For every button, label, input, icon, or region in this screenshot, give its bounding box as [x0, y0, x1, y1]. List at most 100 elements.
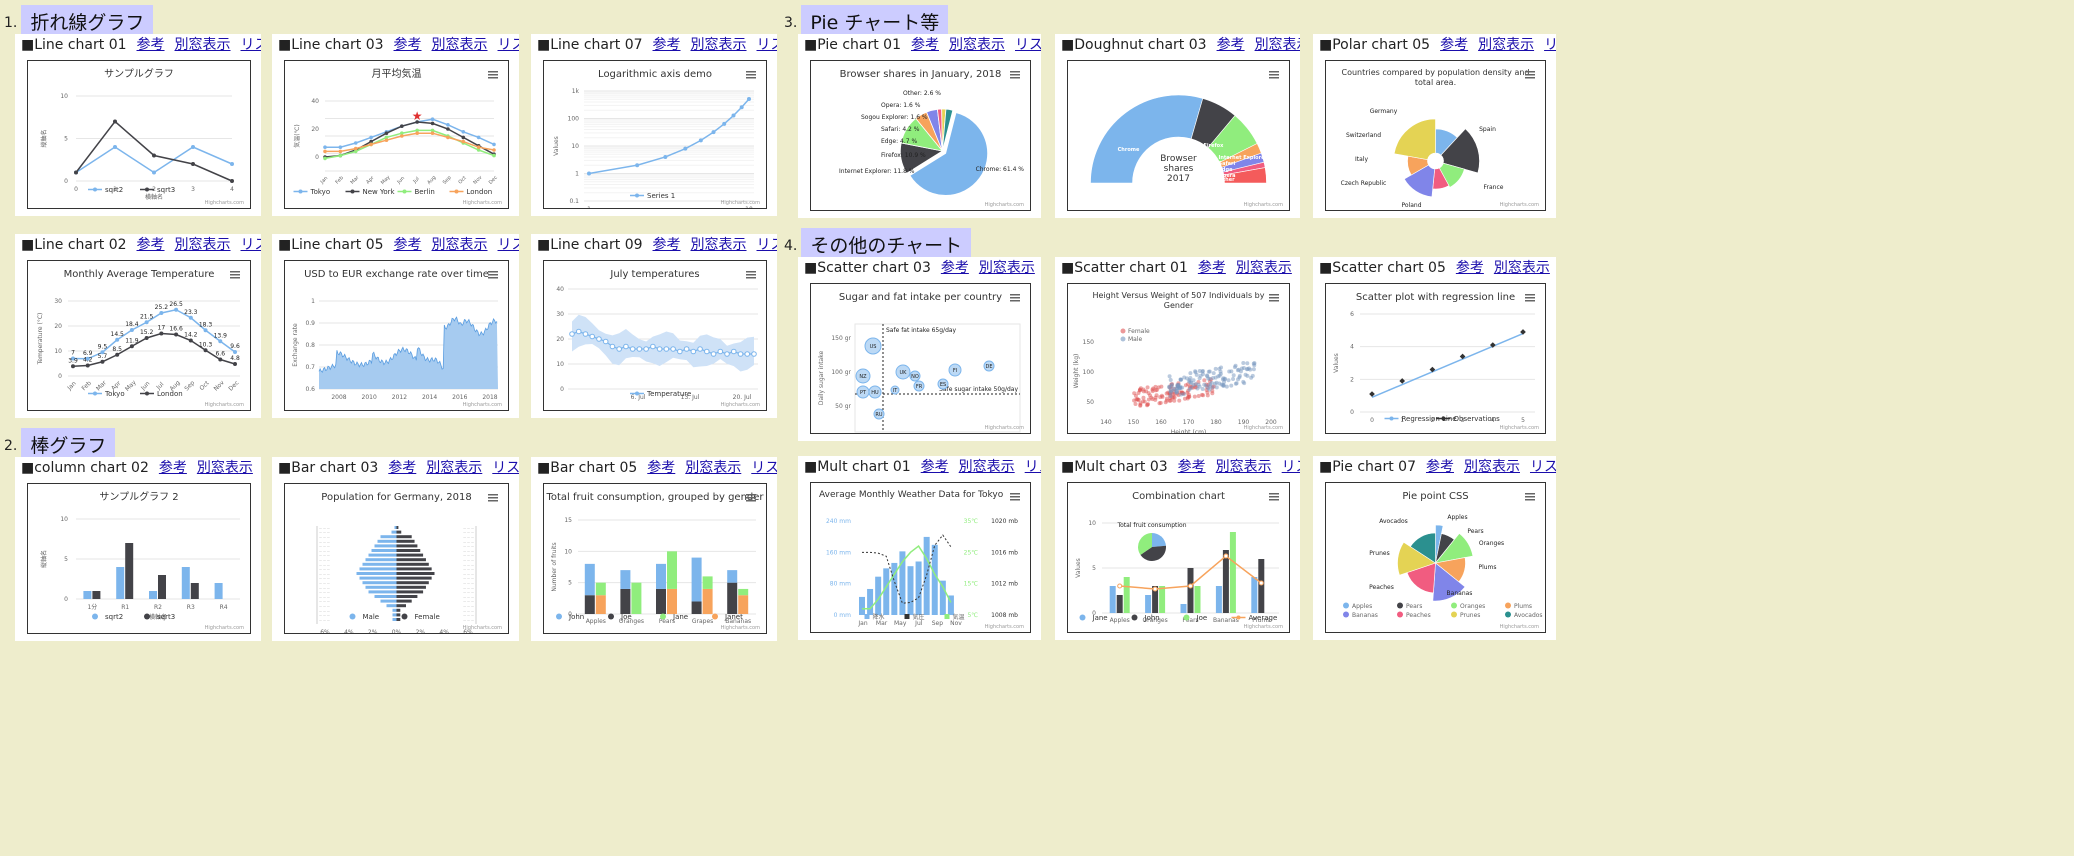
ref-link[interactable]: 参考 — [1440, 37, 1469, 53]
open-window-link[interactable]: 別窓表示 — [1235, 260, 1292, 276]
menu-icon[interactable] — [230, 271, 240, 279]
list-link[interactable]: リスト — [1544, 37, 1556, 53]
ref-link[interactable]: 参考 — [1216, 37, 1245, 53]
menu-icon[interactable] — [1010, 71, 1020, 79]
menu-icon[interactable] — [1010, 493, 1020, 501]
data-point — [616, 346, 622, 352]
open-window-link[interactable]: 別窓表示 — [1493, 260, 1550, 276]
list-link[interactable]: リスト — [1281, 459, 1300, 475]
ref-link[interactable]: 参考 — [647, 460, 676, 476]
chart-text: 2018 — [482, 394, 497, 401]
list-link[interactable]: リスト — [497, 37, 519, 53]
chart-title: サンプルグラフ 2 — [99, 490, 178, 503]
card-name: ■Bar chart 05 — [537, 460, 638, 476]
open-window-link[interactable]: 別窓表示 — [948, 37, 1005, 53]
ref-link[interactable]: 参考 — [388, 460, 417, 476]
open-window-link[interactable]: 別窓表示 — [196, 460, 253, 476]
legend-label: 降水 — [873, 613, 885, 621]
open-window-link[interactable]: 別窓表示 — [1463, 459, 1520, 475]
chart-text: 1分 — [87, 603, 97, 611]
open-window-link[interactable]: 別窓表示 — [1478, 37, 1535, 53]
chart-text: 150 — [1128, 419, 1140, 426]
list-link[interactable]: リスト — [497, 237, 519, 253]
bubble-label: FR — [916, 384, 923, 390]
list-link[interactable]: リスト — [1529, 459, 1556, 475]
menu-icon[interactable] — [746, 494, 756, 502]
data-point — [369, 142, 373, 147]
scatter-point — [1212, 381, 1217, 386]
ref-link[interactable]: 参考 — [940, 260, 969, 276]
chart-text: 0 — [315, 154, 319, 161]
ref-link[interactable]: 参考 — [158, 460, 187, 476]
menu-icon[interactable] — [746, 271, 756, 279]
chart-text: Exchange rate — [292, 323, 299, 367]
ref-link[interactable]: 参考 — [1177, 459, 1206, 475]
card-header: ■Polar chart 05 参考別窓表示リスト — [1313, 34, 1556, 56]
menu-icon[interactable] — [1269, 71, 1279, 79]
chart-card: ■Mult chart 03 参考別窓表示リスト Combination chart… — [1055, 456, 1300, 640]
chart-text: Jun — [139, 380, 151, 392]
chart-text: Sep — [442, 175, 453, 186]
ref-link[interactable]: 参考 — [652, 237, 681, 253]
ref-link[interactable]: 参考 — [910, 37, 939, 53]
menu-icon[interactable] — [1525, 493, 1535, 501]
menu-icon[interactable] — [488, 71, 498, 79]
menu-icon[interactable] — [1010, 294, 1020, 302]
ref-link[interactable]: 参考 — [920, 459, 949, 475]
open-window-link[interactable]: 別窓表示 — [174, 237, 231, 253]
bubble-label: DE — [985, 364, 992, 370]
scatter-point — [1207, 369, 1212, 374]
area-fill — [319, 317, 498, 389]
open-window-link[interactable]: 別窓表示 — [174, 37, 231, 53]
card-header: ■Scatter chart 05参考別窓表示リスト — [1313, 257, 1556, 279]
data-point — [85, 356, 90, 361]
data-label: Edge: 4.7 % — [881, 138, 917, 145]
open-window-link[interactable]: 別窓表示 — [1254, 37, 1300, 53]
chart-text: Feb — [334, 175, 345, 186]
scatter-point — [1177, 398, 1182, 403]
menu-icon[interactable] — [1525, 71, 1535, 79]
list-link[interactable]: リスト — [756, 237, 777, 253]
open-window-link[interactable]: 別窓表示 — [690, 37, 747, 53]
list-link[interactable]: リスト — [756, 37, 777, 53]
chart-card: ■Line chart 03 参考別窓表示リスト月平均気温 40 20 0 Jan Feb M… — [272, 34, 519, 216]
credit-text: Highcharts.com — [1500, 624, 1539, 630]
list-link[interactable]: リスト — [240, 37, 261, 53]
open-window-link[interactable]: 別窓表示 — [685, 460, 742, 476]
menu-icon[interactable] — [1269, 294, 1279, 302]
scatter-point — [1229, 383, 1234, 388]
data-point — [744, 351, 751, 357]
bar — [584, 595, 595, 614]
bar — [667, 588, 677, 614]
ref-link[interactable]: 参考 — [1425, 459, 1454, 475]
menu-icon[interactable] — [1525, 294, 1535, 302]
ref-link[interactable]: 参考 — [1197, 260, 1226, 276]
open-window-link[interactable]: 別窓表示 — [690, 237, 747, 253]
list-link[interactable]: リスト — [492, 460, 519, 476]
list-link[interactable]: リスト — [240, 237, 261, 253]
data-point — [663, 154, 668, 159]
ref-link[interactable]: 参考 — [393, 237, 422, 253]
open-window-link[interactable]: 別窓表示 — [431, 237, 488, 253]
ref-link[interactable]: 参考 — [1455, 260, 1484, 276]
menu-icon[interactable] — [1269, 493, 1279, 501]
ref-link[interactable]: 参考 — [652, 37, 681, 53]
open-window-link[interactable]: 別窓表示 — [1215, 459, 1272, 475]
list-link[interactable]: リスト — [1024, 459, 1041, 475]
list-link[interactable]: リスト — [1014, 37, 1041, 53]
open-window-link[interactable]: 別窓表示 — [978, 260, 1035, 276]
menu-icon[interactable] — [488, 494, 498, 502]
ref-link[interactable]: 参考 — [136, 37, 165, 53]
menu-icon[interactable] — [488, 271, 498, 279]
data-label: Czech Republic — [1341, 180, 1387, 187]
chart-text: 25℃ — [964, 549, 979, 556]
open-window-link[interactable]: 別窓表示 — [426, 460, 483, 476]
ref-link[interactable]: 参考 — [136, 237, 165, 253]
list-link[interactable]: リスト — [751, 460, 777, 476]
menu-icon[interactable] — [746, 71, 756, 79]
open-window-link[interactable]: 別窓表示 — [958, 459, 1015, 475]
pie-slice — [1152, 533, 1166, 547]
open-window-link[interactable]: 別窓表示 — [431, 37, 488, 53]
ref-link[interactable]: 参考 — [393, 37, 422, 53]
data-label: Safari — [1219, 161, 1236, 167]
